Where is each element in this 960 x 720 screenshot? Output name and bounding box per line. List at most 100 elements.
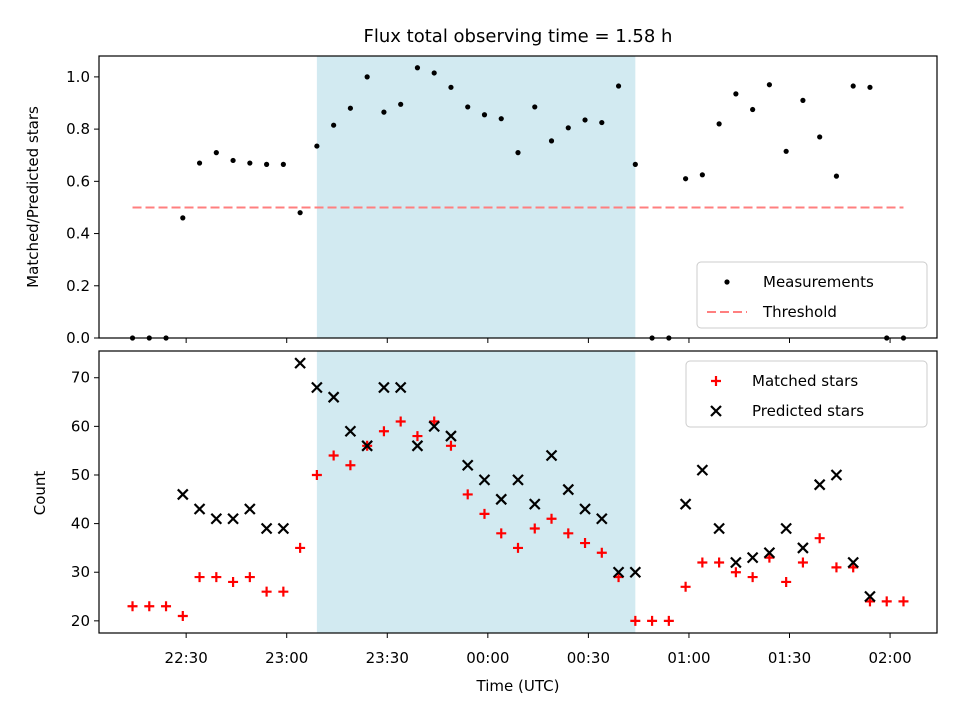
- legend-predicted-swatch: [710, 405, 722, 417]
- predicted-star-marker: [562, 483, 575, 496]
- predicted-star-marker: [696, 464, 709, 476]
- measurement-point: [448, 84, 454, 90]
- measurement-point: [347, 105, 353, 111]
- predicted-star-marker: [244, 503, 256, 515]
- predicted-star-marker: [830, 469, 843, 481]
- measurement-point: [750, 106, 756, 113]
- predicted-star-marker: [763, 546, 776, 559]
- y-tick-label: 40: [71, 515, 90, 533]
- matched-star-marker: [127, 601, 138, 612]
- predicted-star-marker: [378, 381, 390, 394]
- legend-entry: Measurements: [763, 273, 874, 291]
- matched-star-marker: [831, 562, 842, 573]
- measurement-point: [850, 83, 856, 89]
- measurement-point: [733, 91, 739, 97]
- matched-star-marker: [378, 426, 389, 437]
- matched-star-marker: [144, 601, 155, 612]
- predicted-star-marker: [545, 449, 558, 462]
- x-tick-label: 00:00: [466, 649, 509, 667]
- measurement-point: [683, 176, 689, 182]
- matched-star-marker: [881, 596, 892, 607]
- measurement-point: [364, 74, 370, 80]
- matched-star-marker: [177, 610, 188, 621]
- predicted-star-marker: [629, 566, 642, 579]
- legend-matched-swatch: [711, 376, 721, 386]
- matched-star-marker: [680, 581, 691, 592]
- predicted-star-marker: [612, 566, 625, 579]
- matched-star-marker: [529, 523, 540, 534]
- matched-star-marker: [781, 576, 792, 587]
- axes-frame: [98, 55, 938, 339]
- measurement-point: [314, 143, 320, 149]
- matched-star-marker: [747, 572, 758, 583]
- measurement-point: [196, 160, 203, 166]
- matched-star-marker: [228, 576, 239, 587]
- matched-star-marker: [412, 431, 423, 442]
- legend-entry: Threshold: [762, 303, 837, 321]
- predicted-star-marker: [746, 551, 759, 564]
- predicted-star-marker: [528, 498, 541, 510]
- legend-box: [696, 261, 928, 329]
- matched-star-marker: [563, 528, 574, 539]
- predicted-star-marker: [730, 556, 742, 569]
- observing-window: [316, 351, 636, 633]
- predicted-star-marker: [193, 503, 206, 515]
- matched-star-marker: [328, 450, 339, 461]
- measurement-point: [331, 122, 337, 128]
- measurement-point: [615, 83, 622, 89]
- matched-star-marker: [814, 533, 825, 544]
- measurement-point: [398, 101, 404, 107]
- bottom-panel: 20 30 40 50 60 70 Matched stars Predicted stars: [71, 350, 938, 638]
- predicted-star-marker: [277, 522, 290, 535]
- x-tick-label: 02:00: [868, 649, 911, 667]
- legend-box: [685, 360, 928, 428]
- predicted-star-marker: [445, 430, 457, 442]
- measurement-point: [817, 134, 823, 140]
- measurement-point: [213, 150, 219, 156]
- predicted-star-marker: [294, 357, 306, 369]
- matched-star-marker: [278, 586, 289, 597]
- measurement-point: [766, 82, 773, 88]
- matched-star-marker: [395, 416, 406, 427]
- top-y-axis-label: Matched/Predicted stars: [24, 106, 42, 288]
- predicted-star-marker: [177, 488, 189, 501]
- x-axis-label: Time (UTC): [476, 677, 560, 695]
- legend-entry: Matched stars: [752, 372, 858, 390]
- matched-star-marker: [295, 542, 306, 553]
- predicted-star-marker: [713, 522, 725, 535]
- x-tick-labels: 22:30 23:00 23:30 00:00 00:30 01:00 01:30 02:00: [165, 649, 912, 667]
- y-tick-label: 30: [71, 563, 90, 581]
- measurement-point: [498, 116, 504, 122]
- measurement-point: [465, 104, 471, 110]
- legend-entry: Predicted stars: [752, 402, 864, 420]
- matched-star-marker: [261, 586, 272, 597]
- chart-title: Flux total observing time = 1.58 h: [364, 26, 673, 47]
- measurement-point: [800, 97, 806, 103]
- predicted-star-marker: [210, 512, 223, 525]
- predicted-star-marker: [864, 590, 876, 603]
- matched-star-marker: [479, 508, 490, 519]
- measurement-point: [867, 84, 873, 90]
- y-tick-label: 20: [71, 612, 90, 630]
- matched-star-marker: [730, 567, 741, 578]
- predicted-star-marker: [596, 512, 608, 525]
- predicted-star-marker: [495, 493, 508, 506]
- matched-star-marker: [647, 615, 658, 626]
- matched-star-marker: [546, 513, 557, 524]
- measurement-point: [783, 148, 789, 154]
- predicted-star-marker: [847, 556, 859, 569]
- predicted-star-marker: [813, 478, 826, 491]
- matched-star-marker: [630, 615, 641, 626]
- matched-star-marker: [797, 557, 808, 568]
- predicted-star-marker: [679, 498, 692, 510]
- observing-window: [316, 56, 636, 338]
- x-tick-label: 22:30: [165, 649, 208, 667]
- matched-star-marker: [580, 538, 591, 549]
- matched-star-marker: [596, 547, 607, 558]
- matched-star-marker: [663, 615, 674, 626]
- measurement-point: [381, 109, 387, 115]
- measurement-point: [632, 161, 638, 167]
- matched-star-marker: [697, 557, 708, 568]
- predicted-star-marker: [579, 503, 591, 515]
- matched-star-marker: [513, 542, 523, 553]
